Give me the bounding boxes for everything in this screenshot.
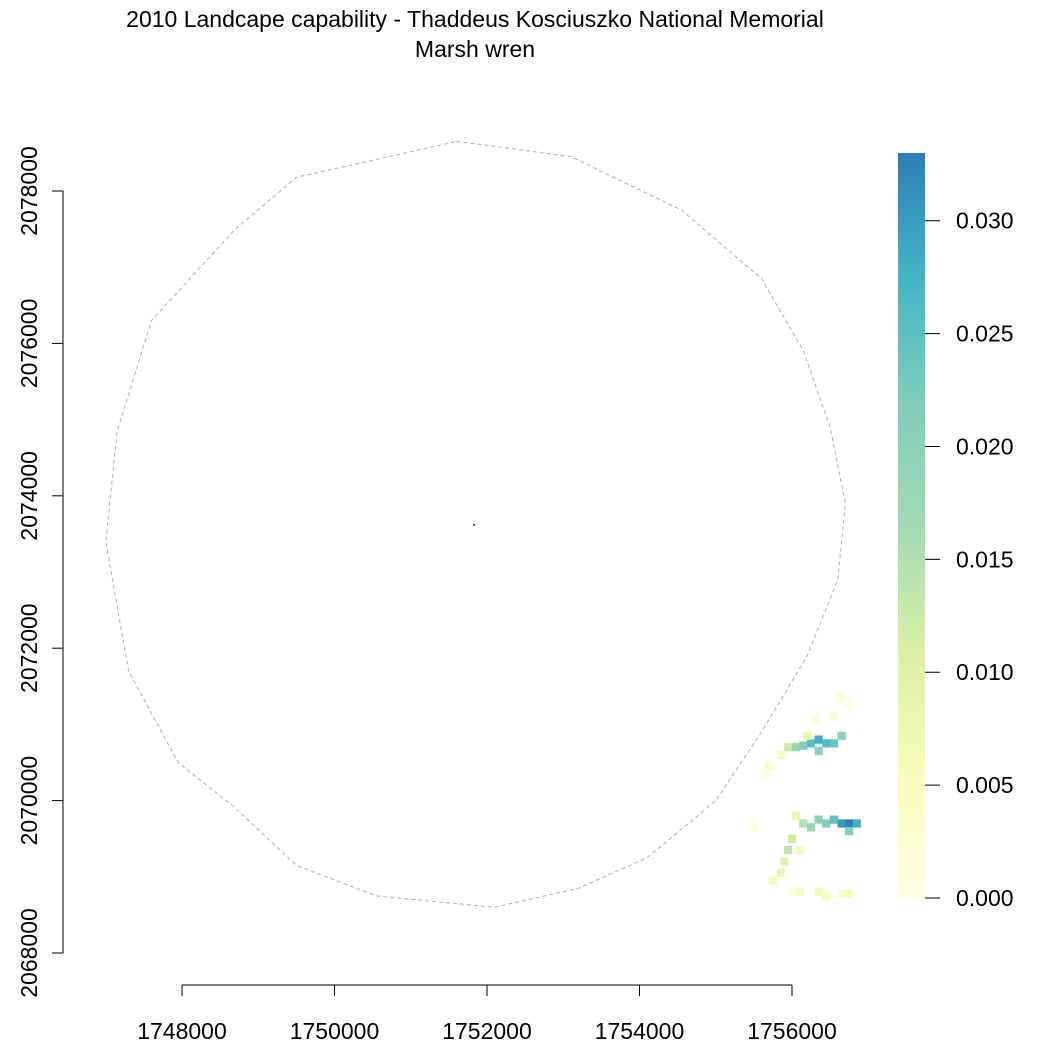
raster-cell [784, 743, 793, 752]
raster-cell [814, 815, 823, 824]
raster-cell [787, 834, 797, 843]
y-tick-label: 2074000 [16, 451, 42, 541]
raster-cell [829, 712, 838, 721]
x-tick-label: 1754000 [595, 1018, 685, 1044]
raster-cell [845, 827, 854, 836]
raster-cell [807, 739, 816, 748]
raster-cell [768, 876, 777, 885]
legend-tick-label: 0.020 [956, 433, 1014, 459]
raster-cell [822, 891, 831, 900]
raster-cell [765, 762, 774, 771]
raster-cell [845, 701, 854, 710]
park-boundary [105, 141, 846, 908]
park-centroid-point [473, 523, 475, 526]
raster-cell [795, 846, 804, 855]
legend-tick-label: 0.000 [956, 885, 1014, 911]
raster-cell [810, 716, 819, 725]
raster-cell [776, 868, 785, 878]
raster-cell [852, 819, 861, 828]
raster-cell [784, 846, 793, 855]
raster-cell [845, 889, 854, 898]
raster-layer [749, 693, 861, 900]
color-legend: 0.000 0.005 0.010 0.015 0.020 0.025 0.030 [898, 153, 1014, 911]
y-tick-label: 2068000 [16, 908, 42, 998]
raster-cell [776, 750, 785, 759]
raster-cell [837, 693, 846, 702]
legend-tick-label: 0.010 [956, 659, 1014, 685]
raster-cell [837, 731, 846, 740]
raster-cell [807, 823, 816, 832]
raster-cell [799, 819, 808, 828]
y-tick-label: 2070000 [16, 756, 42, 846]
raster-cell [749, 823, 758, 832]
raster-cell [761, 769, 770, 778]
y-tick-label: 2072000 [16, 603, 42, 693]
raster-cell [799, 741, 808, 750]
x-tick-label: 1756000 [747, 1018, 837, 1044]
legend-tick-label: 0.025 [956, 321, 1014, 347]
legend-tick-label: 0.015 [956, 546, 1014, 572]
raster-cell [829, 815, 838, 824]
y-tick-label: 2078000 [16, 146, 42, 236]
raster-cell [791, 743, 800, 752]
raster-cell [803, 731, 812, 740]
legend-tick-label: 0.030 [956, 208, 1014, 234]
raster-cell [845, 819, 854, 828]
legend-color-bar [898, 153, 925, 898]
map-subtitle: Marsh wren [414, 36, 536, 62]
raster-cell [814, 735, 823, 744]
raster-cell [837, 889, 846, 898]
raster-cell [822, 819, 831, 828]
raster-cell [780, 857, 789, 866]
x-tick-label: 1748000 [137, 1018, 227, 1044]
y-tick-label: 2076000 [16, 299, 42, 389]
raster-cell [814, 747, 823, 756]
x-axis: 1748000 1750000 1752000 1754000 1756000 [137, 984, 837, 1044]
map-title: 2010 Landcape capability - Thaddeus Kosc… [126, 6, 824, 32]
raster-cell [795, 887, 804, 897]
raster-cell [814, 887, 823, 897]
y-axis: 2068000 2070000 2072000 2074000 2076000 20780… [16, 146, 64, 998]
raster-cell [837, 819, 846, 828]
raster-cell [791, 811, 800, 820]
legend-tick-label: 0.005 [956, 772, 1014, 798]
raster-cell [829, 739, 838, 748]
raster-cell [822, 739, 831, 748]
x-tick-label: 1752000 [442, 1018, 532, 1044]
raster-cell [787, 887, 797, 897]
x-tick-label: 1750000 [290, 1018, 380, 1044]
